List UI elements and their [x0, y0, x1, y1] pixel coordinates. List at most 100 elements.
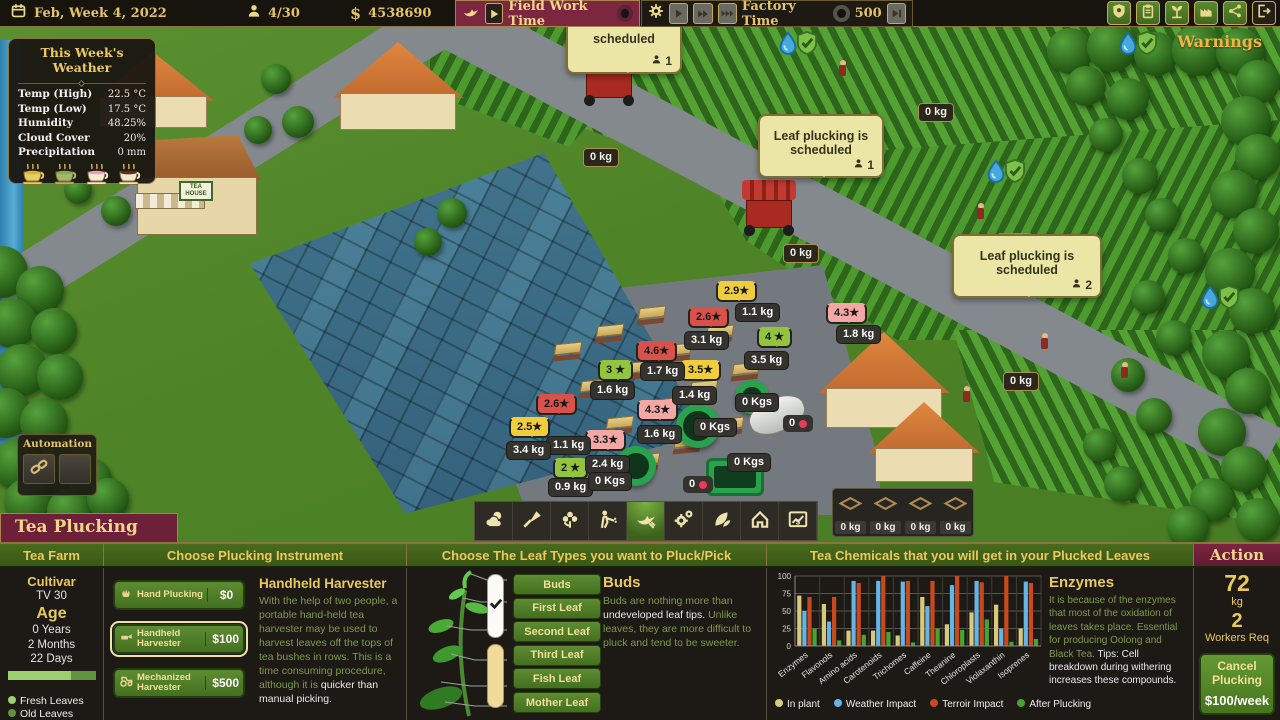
toolbar-plucking-button[interactable] [627, 502, 665, 540]
instrument-hand-plucking-button[interactable]: Hand Plucking $0 [113, 580, 245, 610]
weather-row: Temp (Low) 17.5 °C [18, 103, 146, 115]
withering-trough[interactable]: 0 kg [938, 489, 973, 536]
network-button[interactable] [1223, 1, 1247, 25]
toolbar-finance-button[interactable]: $ [779, 502, 817, 540]
factory-ff-button[interactable] [693, 3, 713, 24]
shield-check-icon [1216, 284, 1242, 315]
withering-troughs-panel[interactable]: 0 kg 0 kg 0 kg 0 kg [832, 488, 974, 537]
weight-badge: 3.5 kg [744, 351, 790, 370]
field-worker [976, 203, 985, 219]
leaf-type-third-leaf-button[interactable]: Third Leaf [513, 644, 601, 666]
person-icon [651, 54, 662, 68]
tea-house-sign: TEA HOUSE [179, 181, 213, 201]
tea-plucking-tab[interactable]: Tea Plucking [0, 513, 178, 542]
toolbar-home-button[interactable] [741, 502, 779, 540]
factory-time-label: Factory Time [741, 0, 796, 29]
shield-button[interactable] [1107, 1, 1131, 25]
tree [437, 198, 467, 228]
money-amount: 4538690 [368, 5, 432, 21]
factory-time-dial [833, 5, 850, 22]
quality-star-badge: 4.3★ [637, 400, 679, 421]
gear-icon [648, 3, 664, 24]
toolbar-gears-button[interactable] [665, 502, 703, 540]
withering-trough[interactable]: 0 kg [903, 489, 938, 536]
water-drop-icon [1198, 285, 1222, 314]
leaf-detail-title: Buds [603, 574, 641, 591]
factory-points: 500 [854, 6, 882, 21]
withering-trough[interactable]: 0 kg [833, 489, 868, 536]
field-status-icons [776, 30, 820, 61]
tree [1172, 24, 1224, 76]
tree [1104, 466, 1140, 502]
tree [1156, 320, 1192, 356]
trough-frame-icon [942, 496, 968, 511]
red-harvester-machine[interactable] [740, 180, 798, 236]
field-weight-badge[interactable]: 0 kg [918, 103, 955, 122]
trough-frame-icon [907, 496, 933, 511]
person-icon [853, 158, 864, 172]
panel-headers: Tea Farm Choose Plucking Instrument Choo… [0, 542, 1280, 568]
leaf-type-mother-leaf-button[interactable]: Mother Leaf [513, 692, 601, 713]
link-button[interactable] [23, 454, 55, 484]
exit-button[interactable] [1252, 1, 1276, 25]
leaf-type-second-leaf-button[interactable]: Second Leaf [513, 621, 601, 643]
field-weight-badge[interactable]: 0 kg [783, 244, 820, 263]
clipboard-button[interactable] [1136, 1, 1160, 25]
cancel-plucking-button[interactable]: Cancel Plucking $100/week [1199, 653, 1275, 715]
network-icon [1227, 3, 1243, 24]
factory-play-button[interactable] [669, 3, 689, 24]
trough-frame-icon [872, 496, 898, 511]
legend-item: Terroir Impact [930, 699, 1003, 710]
instrument-mechanized-harvester-button[interactable]: Mechanized Harvester $500 [113, 668, 245, 698]
factory-fff-button[interactable] [717, 3, 737, 24]
field-work-time-panel: Field Work Time [455, 0, 640, 29]
leaf-type-buds-button[interactable]: Buds [513, 574, 601, 595]
factory-skip-button[interactable] [886, 3, 906, 24]
tree [1131, 280, 1165, 314]
machine-button[interactable] [1194, 1, 1218, 25]
eye-link-button[interactable] [59, 454, 91, 484]
weather-value: 17.5 °C [107, 103, 146, 115]
instrument-detail-title: Handheld Harvester [259, 576, 387, 591]
field-weight-badge[interactable]: 0 kg [583, 148, 620, 167]
weather-value: 0 mm [117, 147, 146, 158]
quality-star-badge: 3 ★ [598, 360, 634, 381]
machine-weight-badge: 0 Kgs [727, 453, 771, 472]
toolbar-trowel-button[interactable] [513, 502, 551, 540]
sprout-button[interactable] [1165, 1, 1189, 25]
tree [1122, 158, 1158, 194]
trough-weight: 0 kg [835, 521, 866, 534]
field-worker [1120, 362, 1129, 378]
field-work-time-label: Field Work Time [508, 0, 588, 29]
header-instrument: Choose Plucking Instrument [104, 544, 407, 566]
machine-weight-badge: 0 Kgs [735, 393, 779, 412]
instrument-handheld-harvester-button[interactable]: Handheld Harvester $100 [110, 621, 248, 657]
quality-star-badge: 2 ★ [553, 458, 589, 479]
instrument-detail-text: With the help of two people, a portable … [259, 595, 398, 706]
house [332, 42, 464, 130]
header-tea-farm: Tea Farm [0, 544, 104, 566]
game-toolbar: $ [474, 501, 818, 541]
weight-badge: 1.6 kg [590, 381, 636, 400]
action-cell: 72 kg 2 Workers Req Cancel Plucking $100… [1194, 568, 1280, 720]
warnings-label[interactable]: Warnings [1177, 32, 1262, 51]
tree [31, 308, 77, 354]
toolbar-sprayer-button[interactable] [589, 502, 627, 540]
chemical-detail-title: Enzymes [1049, 574, 1115, 591]
tree [1083, 428, 1117, 462]
tree [1167, 506, 1209, 548]
svg-text:100: 100 [778, 572, 792, 581]
field-play-button[interactable] [485, 3, 504, 24]
field-worker [1040, 333, 1049, 349]
withering-trough[interactable]: 0 kg [868, 489, 903, 536]
tooltip-text: Leaf plucking is scheduled [773, 129, 869, 157]
link-icon [30, 458, 48, 481]
leaf-type-first-leaf-button[interactable]: First Leaf [513, 597, 601, 619]
toolbar-leaves-button[interactable] [703, 502, 741, 540]
exit-icon [1256, 3, 1272, 24]
field-weight-badge[interactable]: 0 kg [1003, 372, 1040, 391]
toolbar-weather-button[interactable] [475, 502, 513, 540]
toolbar-flower-button[interactable] [551, 502, 589, 540]
leaf-type-fish-leaf-button[interactable]: Fish Leaf [513, 668, 601, 690]
